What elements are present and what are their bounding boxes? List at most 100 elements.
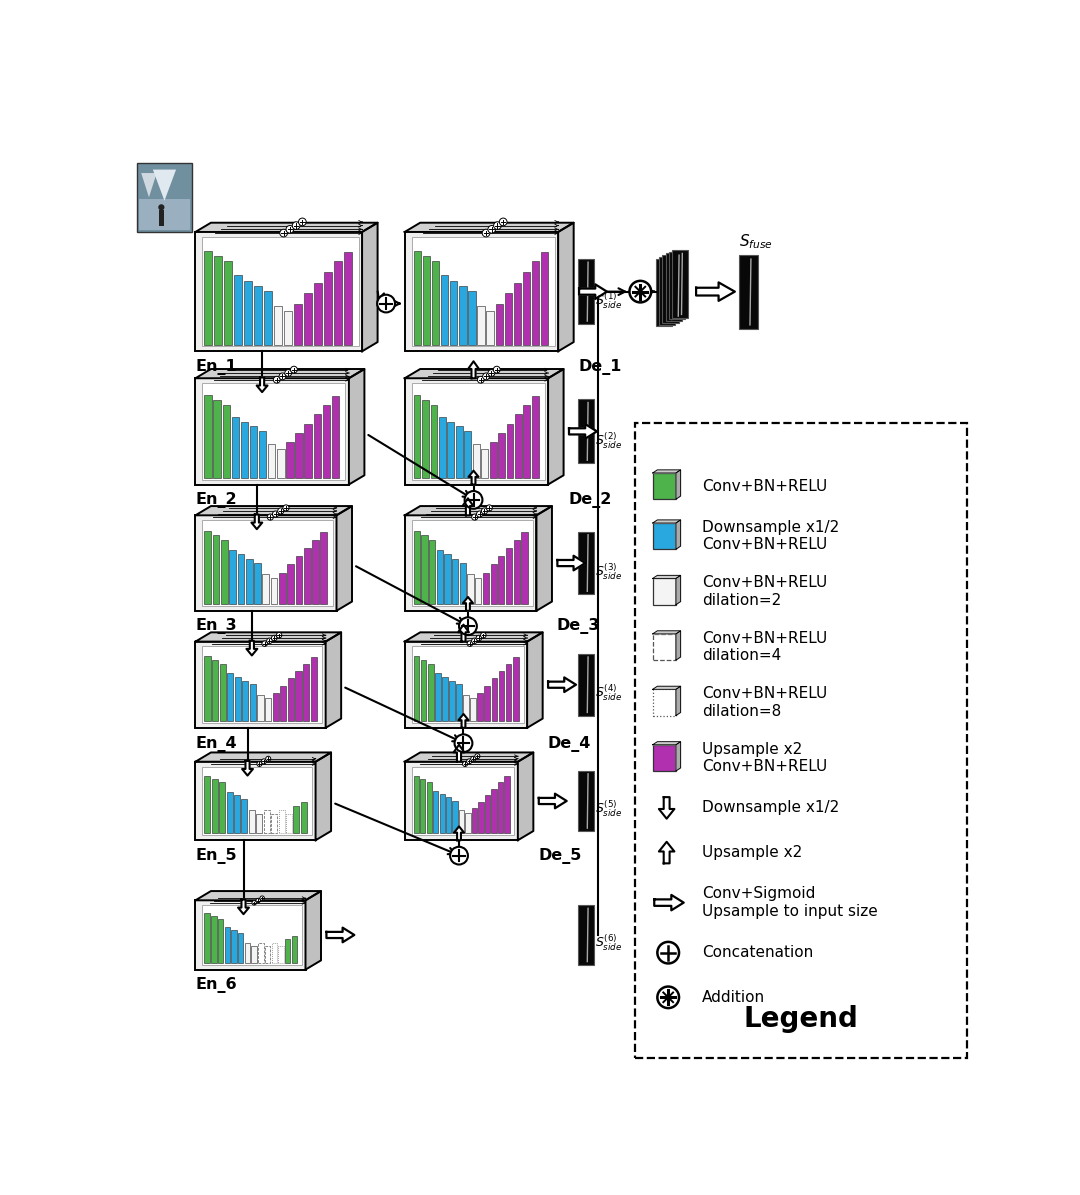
Text: De_4: De_4 [548,736,591,752]
Bar [296,556,302,603]
Bar [214,256,222,344]
Polygon shape [306,891,321,969]
Polygon shape [548,678,576,692]
Bar [541,252,549,344]
Text: De_1: De_1 [578,358,622,375]
Polygon shape [676,631,680,660]
Bar [504,777,510,833]
Polygon shape [454,827,464,840]
Bar [411,237,555,347]
Bar [475,578,482,603]
Text: En_3: En_3 [195,619,238,635]
Text: $S^{(1)}_{side}$: $S^{(1)}_{side}$ [595,292,623,311]
Bar [414,396,420,478]
Bar [264,810,270,833]
Bar [478,802,484,833]
Polygon shape [242,761,253,776]
Bar [459,286,467,344]
Bar [496,304,503,344]
Bar [422,256,430,344]
Circle shape [283,504,289,511]
Circle shape [472,514,477,520]
Bar [225,927,230,963]
Bar [252,946,257,963]
Bar [294,805,299,833]
Polygon shape [405,222,573,232]
Polygon shape [349,369,364,484]
Polygon shape [676,470,680,500]
Bar [505,547,512,603]
Bar [137,163,191,232]
Text: Conv+BN+RELU
dilation=4: Conv+BN+RELU dilation=4 [702,631,827,663]
Bar [204,913,210,963]
Circle shape [477,376,484,384]
Bar [662,255,678,323]
Circle shape [459,618,477,635]
Bar [313,415,321,478]
Polygon shape [405,753,534,761]
Bar [288,679,294,721]
Bar [504,293,512,344]
Polygon shape [539,793,567,808]
Circle shape [286,226,294,233]
Bar [292,936,297,963]
Bar [523,272,530,344]
Text: De_3: De_3 [556,619,600,635]
Bar [459,810,464,833]
Circle shape [262,641,268,646]
Bar [656,258,672,326]
Text: $S_{fuse}$: $S_{fuse}$ [739,232,773,251]
Bar [578,399,594,464]
Circle shape [279,373,286,380]
Bar [227,673,233,721]
Bar [244,281,253,344]
Circle shape [271,636,278,641]
Circle shape [261,759,267,764]
Bar [652,578,676,605]
Circle shape [377,295,395,312]
Bar [578,259,594,324]
Polygon shape [195,505,352,515]
Bar [449,681,455,721]
Polygon shape [195,222,378,232]
Bar [279,572,286,603]
Bar [498,433,505,478]
Bar [212,660,218,721]
Bar [221,539,228,603]
Circle shape [499,217,507,226]
Bar [441,275,448,344]
Bar [242,798,247,833]
Bar [460,563,465,603]
Bar [295,433,302,478]
Text: Legend: Legend [743,1005,859,1032]
Bar [265,698,271,721]
Polygon shape [652,631,680,633]
Bar [440,793,445,833]
Bar [300,802,307,833]
Bar [212,779,218,833]
Bar [429,539,435,603]
Circle shape [291,366,297,373]
Bar [286,442,294,478]
Text: Concatenation: Concatenation [702,945,813,960]
Polygon shape [405,505,552,515]
Bar [225,262,232,344]
Bar [204,396,212,478]
Circle shape [257,761,262,766]
Bar [473,445,480,478]
Bar [405,642,527,728]
Bar [652,473,676,500]
Text: Addition: Addition [702,989,766,1005]
Bar [242,681,248,721]
Bar [486,312,494,344]
Bar [241,422,248,478]
Bar [456,685,462,721]
Bar [258,943,264,963]
Bar [259,431,267,478]
Bar [422,400,429,478]
Polygon shape [315,753,332,840]
Polygon shape [141,173,157,197]
Bar [652,744,676,771]
Bar [246,558,253,603]
Circle shape [285,369,292,376]
